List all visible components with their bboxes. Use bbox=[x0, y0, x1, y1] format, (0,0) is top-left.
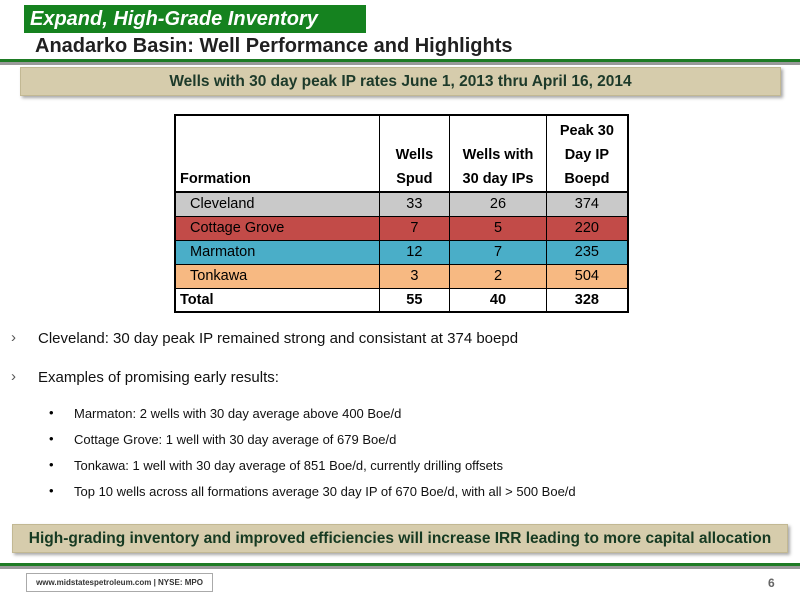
top-banner: Wells with 30 day peak IP rates June 1, … bbox=[20, 67, 781, 96]
sub-bullet-cottage-grove: Cottage Grove: 1 well with 30 day averag… bbox=[74, 432, 397, 447]
ips-cell: 5 bbox=[449, 215, 547, 241]
total-ips: 40 bbox=[449, 287, 547, 313]
bottom-banner: High-grading inventory and improved effi… bbox=[12, 524, 788, 553]
header-peak-ip: Peak 30 Day IP Boepd bbox=[545, 114, 629, 193]
well-performance-table: Formation Wells Spud Wells with 30 day IPs… bbox=[174, 114, 629, 313]
table-row: Marmaton 12 7 235 bbox=[174, 239, 629, 265]
header-wells-spud: Wells Spud bbox=[378, 114, 451, 193]
ips-cell: 26 bbox=[449, 191, 547, 217]
table-row-total: Total 55 40 328 bbox=[174, 287, 629, 313]
page-title: Anadarko Basin: Well Performance and Hig… bbox=[35, 35, 513, 57]
header-formation: Formation bbox=[174, 114, 380, 193]
bullet-examples: Examples of promising early results: bbox=[38, 369, 279, 386]
formation-cell: Marmaton bbox=[174, 239, 380, 265]
spud-cell: 33 bbox=[378, 191, 451, 217]
footer-rule-gray bbox=[0, 566, 800, 569]
sub-bullet-dot: • bbox=[49, 483, 54, 498]
sub-bullet-tonkawa: Tonkawa: 1 well with 30 day average of 8… bbox=[74, 458, 503, 473]
page-number: 6 bbox=[768, 576, 775, 590]
total-spud: 55 bbox=[378, 287, 451, 313]
bullet-marker: › bbox=[11, 368, 16, 385]
ips-cell: 7 bbox=[449, 239, 547, 265]
bullet-marker: › bbox=[11, 329, 16, 346]
table-row: Tonkawa 3 2 504 bbox=[174, 263, 629, 289]
spud-cell: 3 bbox=[378, 263, 451, 289]
formation-cell: Tonkawa bbox=[174, 263, 380, 289]
peak-cell: 504 bbox=[545, 263, 629, 289]
sub-bullet-dot: • bbox=[49, 405, 54, 420]
formation-cell: Cottage Grove bbox=[174, 215, 380, 241]
bullet-cleveland: Cleveland: 30 day peak IP remained stron… bbox=[38, 330, 519, 347]
header-rule-green bbox=[0, 59, 800, 62]
peak-cell: 374 bbox=[545, 191, 629, 217]
spud-cell: 7 bbox=[378, 215, 451, 241]
ips-cell: 2 bbox=[449, 263, 547, 289]
formation-cell: Cleveland bbox=[174, 191, 380, 217]
footer-website[interactable]: www.midstatespetroleum.com | NYSE: MPO bbox=[26, 573, 213, 592]
sub-bullet-dot: • bbox=[49, 457, 54, 472]
header-wells-with-ips: Wells with 30 day IPs bbox=[449, 114, 547, 193]
total-label: Total bbox=[174, 287, 380, 313]
peak-cell: 235 bbox=[545, 239, 629, 265]
table-row: Cottage Grove 7 5 220 bbox=[174, 215, 629, 241]
table-row: Cleveland 33 26 374 bbox=[174, 191, 629, 217]
sub-bullet-dot: • bbox=[49, 431, 54, 446]
header-rule-gray bbox=[0, 62, 800, 65]
sub-bullet-marmaton: Marmaton: 2 wells with 30 day average ab… bbox=[74, 406, 402, 421]
spud-cell: 12 bbox=[378, 239, 451, 265]
total-peak: 328 bbox=[545, 287, 629, 313]
section-tag: Expand, High-Grade Inventory bbox=[24, 5, 366, 33]
peak-cell: 220 bbox=[545, 215, 629, 241]
footer-rule-green bbox=[0, 563, 800, 566]
sub-bullet-top10: Top 10 wells across all formations avera… bbox=[74, 484, 576, 499]
